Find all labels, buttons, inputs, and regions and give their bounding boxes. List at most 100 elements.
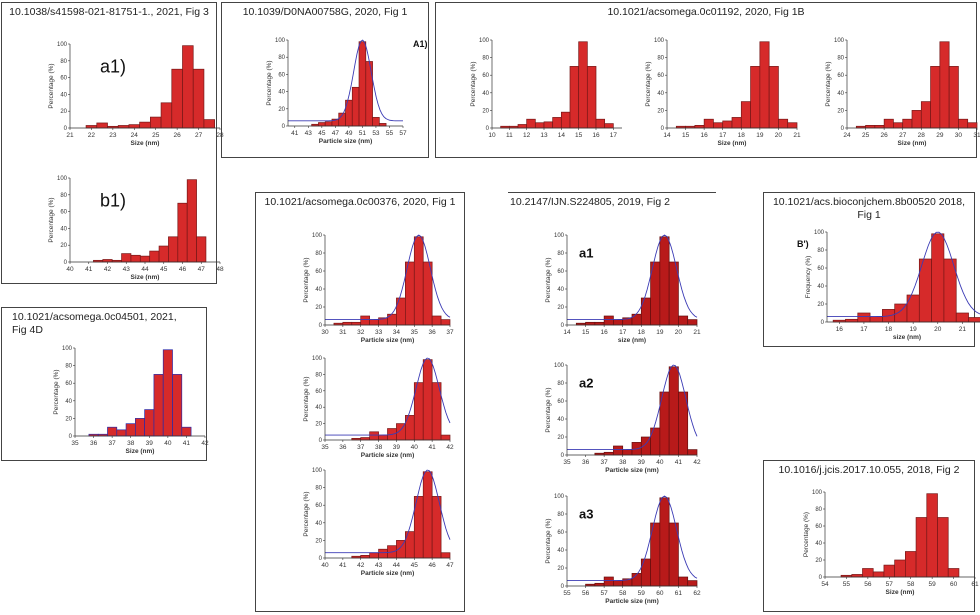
bar [731, 117, 742, 129]
x-tick-label: 27 [899, 132, 907, 139]
x-tick-label: 26 [174, 132, 182, 139]
bar [893, 122, 904, 129]
y-tick-label: 0 [821, 320, 825, 326]
x-axis-label: size (nm) [893, 334, 921, 341]
bar [865, 125, 876, 129]
plot-area: Percentage (%) 0 20 40 60 80 100 35 36 37 38 39 40 41… [303, 356, 454, 459]
panel-title: 10.1021/acsomega.0c01192, 2020, Fig 1B [607, 6, 805, 18]
y-tick-label: 80 [837, 56, 844, 62]
x-tick-label: 15 [682, 132, 690, 139]
bar [360, 437, 370, 441]
y-tick-label: 20 [557, 305, 564, 311]
bar [543, 121, 554, 129]
bar [440, 552, 451, 559]
x-axis-label: Size (nm) [886, 589, 915, 596]
bar [171, 68, 183, 129]
fit-curve [567, 234, 698, 321]
bar [102, 259, 113, 263]
bar [603, 315, 614, 326]
y-tick-label: 80 [482, 56, 489, 62]
panel-title: 10.1039/D0NA00758G, 2020, Fig 1 [242, 6, 408, 18]
x-tick-label: 17 [610, 132, 618, 139]
panel-title: 10.2147/IJN.S224805, 2019, Fig 2 [510, 196, 670, 208]
bar [192, 68, 205, 129]
x-axis-label: Particle size (nm) [361, 570, 414, 577]
y-tick-label: 100 [312, 233, 323, 239]
fit-curve [567, 364, 698, 451]
x-tick-label: 51 [359, 130, 367, 137]
bar [135, 418, 145, 437]
x-tick-label: 60 [950, 581, 958, 588]
x-tick-label: 47 [446, 562, 454, 569]
x-tick-label: 57 [886, 581, 894, 588]
bar [659, 236, 670, 326]
y-tick-label: 100 [834, 38, 845, 44]
chart-c6b: Percentage (%) 0 20 40 60 80 100 35 36 37 38 39 40 41… [545, 363, 701, 474]
chart-c4: Percentage (%) 0 20 40 60 80 100 35 36 37 38 39 40 41… [53, 346, 209, 455]
x-tick-label: 41 [429, 444, 437, 451]
bar [905, 551, 917, 578]
bar [955, 312, 969, 323]
bar [117, 125, 130, 129]
y-tick-label: 0 [319, 323, 323, 329]
x-tick-label: 32 [357, 329, 365, 336]
fit-curve [325, 357, 451, 436]
y-tick-label: 40 [557, 417, 564, 423]
x-tick-label: 38 [375, 444, 383, 451]
y-tick-label: 60 [815, 524, 822, 530]
bar [948, 66, 959, 129]
bar [585, 321, 596, 326]
plot-area: Percentage (%) 0 20 40 60 80 100 55 56 57 58 59 60 61… [545, 494, 701, 605]
panel-label: a2 [579, 375, 593, 390]
x-tick-label: 16 [701, 132, 709, 139]
y-tick-label: 80 [278, 55, 285, 61]
x-tick-label: 43 [305, 130, 313, 137]
y-axis-label: Percentage (%) [48, 63, 55, 108]
chart-c1a: Percentage (%) 0 20 40 60 80 100 21 22 23 24 25 26 27… [48, 42, 224, 147]
y-axis-label: Percentage (%) [48, 197, 55, 242]
bar [603, 451, 614, 456]
x-axis-label: Size (nm) [126, 448, 155, 455]
y-tick-label: 100 [479, 38, 490, 44]
plot-area: Percentage (%) 0 20 40 60 80 100 35 36 37 38 39 40 41… [545, 363, 701, 474]
bar [125, 423, 136, 437]
chart-c5c: Percentage (%) 0 20 40 60 80 100 40 41 42 43 44 45 46… [303, 468, 454, 577]
x-tick-label: 41 [183, 440, 191, 447]
plot-area: Frequency (%)02040608010016171819202122s… [797, 230, 980, 341]
x-tick-label: 42 [201, 440, 209, 447]
x-tick-label: 54 [821, 581, 829, 588]
x-tick-label: 58 [907, 581, 915, 588]
bar [360, 555, 370, 559]
y-tick-label: 40 [315, 405, 322, 411]
x-tick-label: 36 [582, 459, 590, 466]
bar [937, 517, 949, 578]
y-tick-label: 20 [278, 107, 285, 113]
y-tick-label: 20 [65, 416, 72, 422]
x-tick-label: 61 [675, 590, 683, 597]
plot-area: Percentage (%) 0 20 40 60 80 100 21 22 23 24 25 26 27… [48, 42, 224, 147]
bar [342, 321, 353, 326]
y-tick-label: 60 [278, 72, 285, 78]
bar [967, 122, 978, 129]
bar [668, 366, 679, 456]
x-tick-label: 42 [446, 444, 454, 451]
x-tick-label: 41 [85, 266, 93, 273]
bar [351, 321, 362, 326]
y-tick-label: 0 [319, 556, 323, 562]
plot-area: Percentage (%) 0 20 40 60 80 100 35 36 37 38 39 40 41… [53, 346, 209, 455]
x-tick-label: 37 [357, 444, 365, 451]
x-tick-label: 43 [375, 562, 383, 569]
bar [759, 41, 770, 129]
x-tick-label: 14 [563, 329, 571, 336]
y-tick-label: 80 [315, 486, 322, 492]
x-tick-label: 45 [411, 562, 419, 569]
x-axis-label: Particle size (nm) [361, 452, 414, 459]
y-tick-label: 60 [60, 210, 67, 216]
x-tick-label: 45 [160, 266, 168, 273]
x-tick-label: 49 [345, 130, 353, 137]
bar [883, 564, 895, 578]
bar [874, 125, 885, 129]
x-tick-label: 62 [693, 590, 701, 597]
bar [181, 426, 192, 437]
x-tick-label: 18 [738, 132, 746, 139]
